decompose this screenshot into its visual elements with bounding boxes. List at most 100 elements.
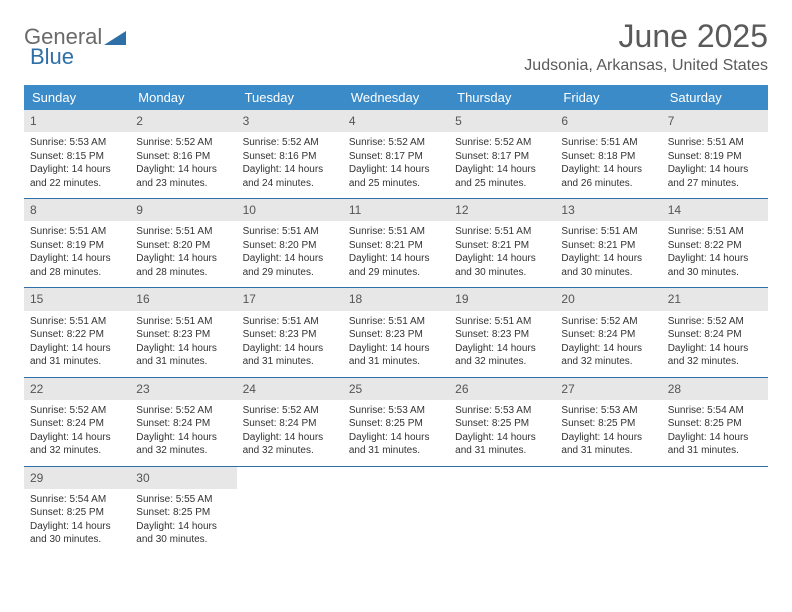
daylight-line-2: and 25 minutes.: [349, 177, 443, 191]
weekday-header: Monday: [130, 85, 236, 110]
day-number: 13: [555, 199, 661, 221]
day-number: 17: [237, 288, 343, 310]
daylight-line-2: and 32 minutes.: [455, 355, 549, 369]
daylight-line-2: and 31 minutes.: [668, 444, 762, 458]
daylight-line-1: Daylight: 14 hours: [561, 342, 655, 356]
calendar-day-cell: 18Sunrise: 5:51 AMSunset: 8:23 PMDayligh…: [343, 288, 449, 376]
daylight-line-1: Daylight: 14 hours: [668, 431, 762, 445]
day-number: 5: [449, 110, 555, 132]
daylight-line-1: Daylight: 14 hours: [668, 342, 762, 356]
day-number: 7: [662, 110, 768, 132]
sunset-line: Sunset: 8:24 PM: [30, 417, 124, 431]
daylight-line-2: and 28 minutes.: [30, 266, 124, 280]
sunset-line: Sunset: 8:21 PM: [561, 239, 655, 253]
sunrise-line: Sunrise: 5:51 AM: [561, 136, 655, 150]
sunrise-line: Sunrise: 5:52 AM: [561, 315, 655, 329]
day-number: 3: [237, 110, 343, 132]
day-number: 18: [343, 288, 449, 310]
day-number: 23: [130, 378, 236, 400]
sunrise-line: Sunrise: 5:51 AM: [243, 315, 337, 329]
sunset-line: Sunset: 8:21 PM: [455, 239, 549, 253]
daylight-line-2: and 32 minutes.: [561, 355, 655, 369]
sunrise-line: Sunrise: 5:51 AM: [561, 225, 655, 239]
sunrise-line: Sunrise: 5:51 AM: [349, 315, 443, 329]
calendar-day-cell: 26Sunrise: 5:53 AMSunset: 8:25 PMDayligh…: [449, 378, 555, 466]
sunrise-line: Sunrise: 5:51 AM: [349, 225, 443, 239]
daylight-line-1: Daylight: 14 hours: [30, 431, 124, 445]
logo-triangle-icon: [104, 29, 126, 45]
sunset-line: Sunset: 8:19 PM: [668, 150, 762, 164]
sunset-line: Sunset: 8:19 PM: [30, 239, 124, 253]
daylight-line-2: and 23 minutes.: [136, 177, 230, 191]
calendar-week-row: 29Sunrise: 5:54 AMSunset: 8:25 PMDayligh…: [24, 466, 768, 555]
daylight-line-2: and 31 minutes.: [30, 355, 124, 369]
sunset-line: Sunset: 8:23 PM: [136, 328, 230, 342]
sunset-line: Sunset: 8:18 PM: [561, 150, 655, 164]
calendar-day-cell: 5Sunrise: 5:52 AMSunset: 8:17 PMDaylight…: [449, 110, 555, 198]
sunset-line: Sunset: 8:25 PM: [30, 506, 124, 520]
sunrise-line: Sunrise: 5:51 AM: [136, 315, 230, 329]
sunrise-line: Sunrise: 5:51 AM: [136, 225, 230, 239]
calendar: SundayMondayTuesdayWednesdayThursdayFrid…: [24, 85, 768, 555]
sunset-line: Sunset: 8:25 PM: [136, 506, 230, 520]
daylight-line-2: and 26 minutes.: [561, 177, 655, 191]
day-number: 9: [130, 199, 236, 221]
daylight-line-1: Daylight: 14 hours: [243, 342, 337, 356]
daylight-line-2: and 24 minutes.: [243, 177, 337, 191]
calendar-day-cell: 29Sunrise: 5:54 AMSunset: 8:25 PMDayligh…: [24, 467, 130, 555]
logo-text-2: Blue: [30, 44, 74, 70]
sunrise-line: Sunrise: 5:53 AM: [349, 404, 443, 418]
sunset-line: Sunset: 8:23 PM: [349, 328, 443, 342]
day-number: 26: [449, 378, 555, 400]
daylight-line-2: and 31 minutes.: [243, 355, 337, 369]
daylight-line-2: and 31 minutes.: [136, 355, 230, 369]
daylight-line-1: Daylight: 14 hours: [136, 342, 230, 356]
day-number: 10: [237, 199, 343, 221]
sunset-line: Sunset: 8:17 PM: [349, 150, 443, 164]
daylight-line-2: and 31 minutes.: [561, 444, 655, 458]
daylight-line-1: Daylight: 14 hours: [136, 163, 230, 177]
day-number: 16: [130, 288, 236, 310]
daylight-line-1: Daylight: 14 hours: [136, 252, 230, 266]
calendar-day-cell: 14Sunrise: 5:51 AMSunset: 8:22 PMDayligh…: [662, 199, 768, 287]
sunset-line: Sunset: 8:25 PM: [349, 417, 443, 431]
calendar-week-row: 8Sunrise: 5:51 AMSunset: 8:19 PMDaylight…: [24, 198, 768, 287]
daylight-line-1: Daylight: 14 hours: [349, 252, 443, 266]
weekday-header: Thursday: [449, 85, 555, 110]
sunrise-line: Sunrise: 5:53 AM: [30, 136, 124, 150]
day-number: 14: [662, 199, 768, 221]
sunrise-line: Sunrise: 5:51 AM: [668, 225, 762, 239]
sunrise-line: Sunrise: 5:54 AM: [30, 493, 124, 507]
daylight-line-2: and 30 minutes.: [136, 533, 230, 547]
daylight-line-2: and 32 minutes.: [136, 444, 230, 458]
header: General June 2025 Judsonia, Arkansas, Un…: [24, 18, 768, 75]
day-number: 1: [24, 110, 130, 132]
calendar-day-cell: 10Sunrise: 5:51 AMSunset: 8:20 PMDayligh…: [237, 199, 343, 287]
daylight-line-2: and 32 minutes.: [30, 444, 124, 458]
daylight-line-1: Daylight: 14 hours: [243, 163, 337, 177]
daylight-line-1: Daylight: 14 hours: [561, 431, 655, 445]
calendar-day-cell: 22Sunrise: 5:52 AMSunset: 8:24 PMDayligh…: [24, 378, 130, 466]
calendar-week-row: 15Sunrise: 5:51 AMSunset: 8:22 PMDayligh…: [24, 287, 768, 376]
sunrise-line: Sunrise: 5:52 AM: [349, 136, 443, 150]
calendar-day-cell: 12Sunrise: 5:51 AMSunset: 8:21 PMDayligh…: [449, 199, 555, 287]
day-number: 15: [24, 288, 130, 310]
calendar-header-row: SundayMondayTuesdayWednesdayThursdayFrid…: [24, 85, 768, 110]
sunrise-line: Sunrise: 5:52 AM: [243, 404, 337, 418]
calendar-day-cell: 30Sunrise: 5:55 AMSunset: 8:25 PMDayligh…: [130, 467, 236, 555]
sunrise-line: Sunrise: 5:52 AM: [136, 136, 230, 150]
calendar-day-cell: 20Sunrise: 5:52 AMSunset: 8:24 PMDayligh…: [555, 288, 661, 376]
daylight-line-2: and 31 minutes.: [349, 355, 443, 369]
sunrise-line: Sunrise: 5:52 AM: [455, 136, 549, 150]
calendar-empty-cell: [237, 467, 343, 555]
title-block: June 2025 Judsonia, Arkansas, United Sta…: [524, 18, 768, 75]
sunset-line: Sunset: 8:16 PM: [243, 150, 337, 164]
calendar-day-cell: 28Sunrise: 5:54 AMSunset: 8:25 PMDayligh…: [662, 378, 768, 466]
sunset-line: Sunset: 8:25 PM: [455, 417, 549, 431]
calendar-day-cell: 15Sunrise: 5:51 AMSunset: 8:22 PMDayligh…: [24, 288, 130, 376]
daylight-line-1: Daylight: 14 hours: [349, 163, 443, 177]
day-number: 11: [343, 199, 449, 221]
weekday-header: Wednesday: [343, 85, 449, 110]
day-number: 19: [449, 288, 555, 310]
daylight-line-2: and 29 minutes.: [349, 266, 443, 280]
